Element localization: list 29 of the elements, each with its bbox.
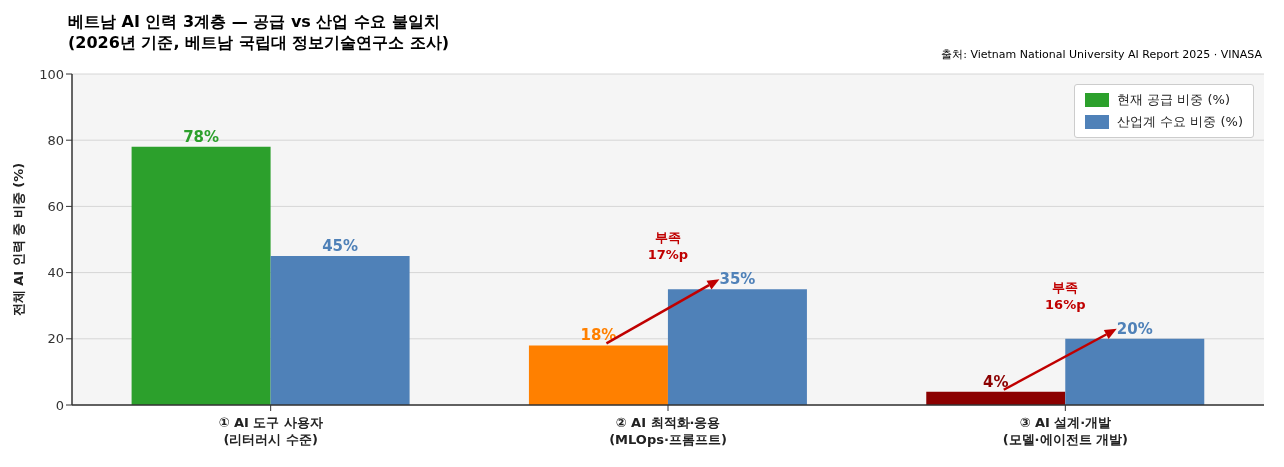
y-tick-label: 0 xyxy=(55,397,64,413)
chart-subtitle: (2026년 기준, 베트남 국립대 정보기술연구소 조사) xyxy=(68,33,450,52)
data-label: 18% xyxy=(580,326,617,345)
x-tick-label: ③ AI 설계·개발 (모델·에이전트 개발) xyxy=(1002,415,1129,447)
data-label: 45% xyxy=(322,237,359,256)
x-tick-label: ① AI 도구 사용자 (리터러시 수준) xyxy=(218,415,323,447)
x-tick-label: ② AI 최적화·응용 (MLOps·프롬프트) xyxy=(609,415,727,447)
bar xyxy=(926,391,1066,405)
annotation: 부족 17%p xyxy=(647,230,689,263)
y-tick-label: 80 xyxy=(47,132,64,148)
y-tick-label: 100 xyxy=(39,66,64,82)
bar xyxy=(270,256,410,405)
data-label: 20% xyxy=(1116,319,1153,338)
data-label: 78% xyxy=(183,127,220,146)
data-label: 35% xyxy=(719,270,756,289)
bar xyxy=(528,345,668,405)
bar xyxy=(667,289,807,405)
bar xyxy=(131,146,271,405)
y-tick-label: 40 xyxy=(47,265,64,281)
legend-label: 산업계 수요 비중 (%) xyxy=(1116,113,1243,131)
data-label: 4% xyxy=(983,372,1009,391)
annotation: 부족 16%p xyxy=(1045,279,1086,312)
chart-title: 베트남 AI 인력 3계층 — 공급 vs 산업 수요 불일치 xyxy=(68,11,441,33)
bar xyxy=(1065,338,1205,405)
y-tick-label: 60 xyxy=(47,199,64,215)
source-note: 출처: Vietnam National University AI Report 2025 · VINASA xyxy=(941,47,1262,62)
legend-label: 현재 공급 비중 (%) xyxy=(1116,91,1231,109)
y-tick-label: 20 xyxy=(47,331,64,347)
y-axis-title: 전체 AI 인력 중 비중 (%) xyxy=(10,162,26,317)
